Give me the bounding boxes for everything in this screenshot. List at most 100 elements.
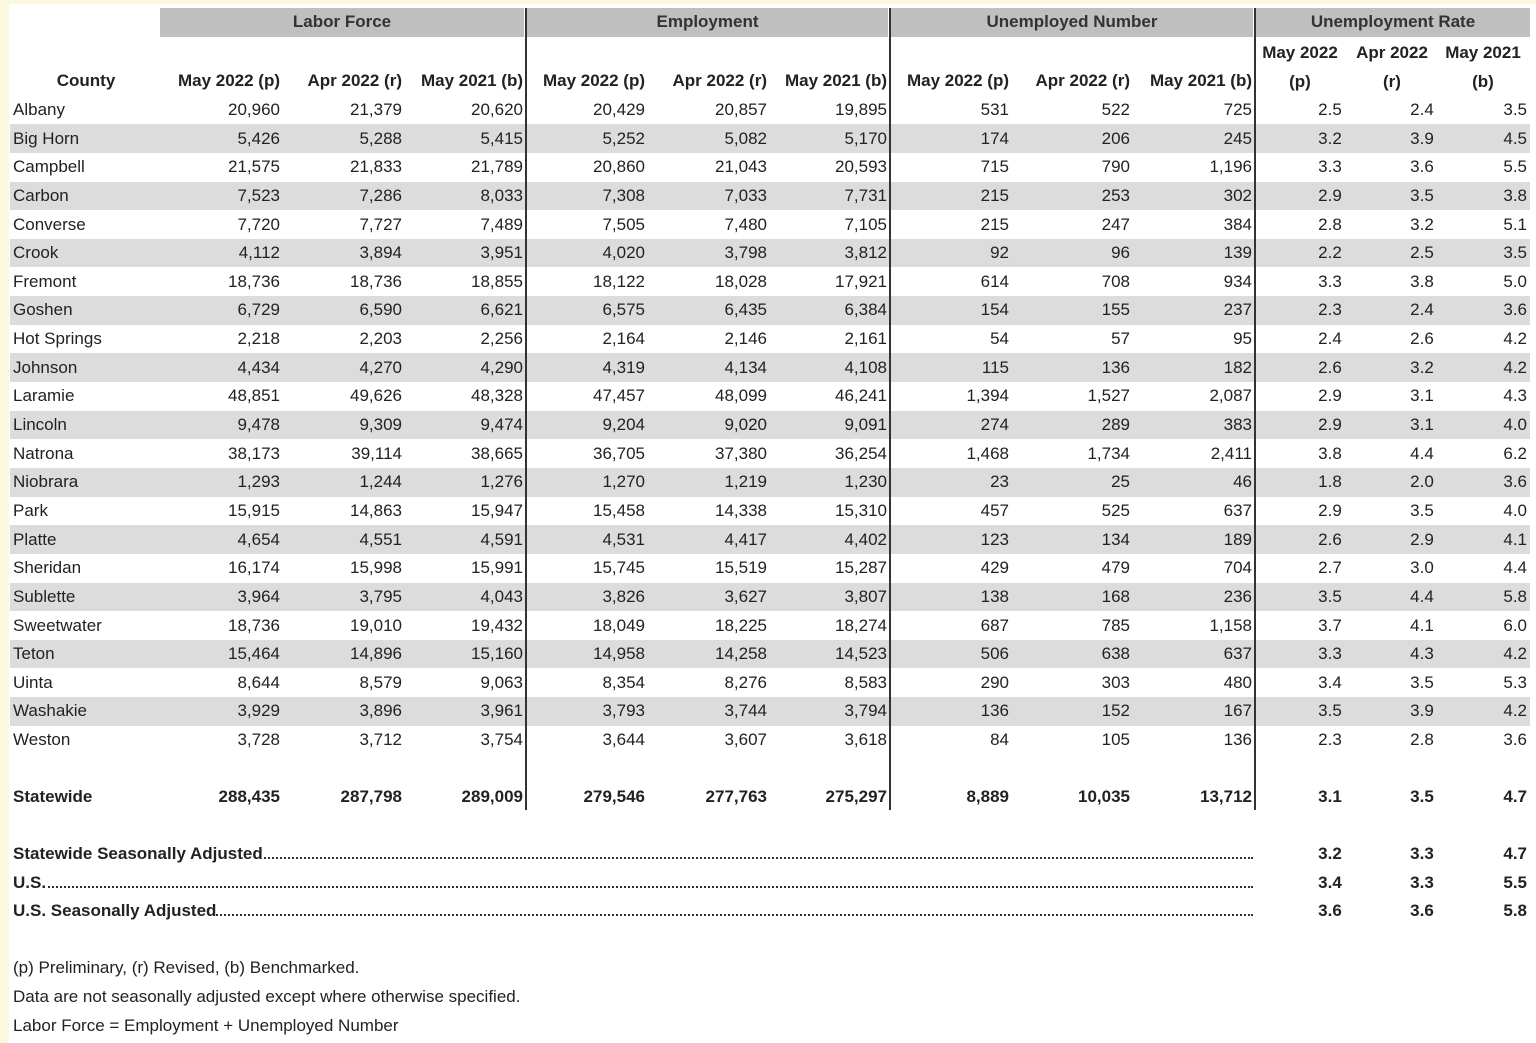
cell: 7,308 xyxy=(602,185,645,205)
cell: 2.2 xyxy=(1318,243,1342,263)
cell: 21,043 xyxy=(715,157,767,177)
column-separator xyxy=(1254,8,1256,810)
cell: 4,108 xyxy=(844,357,887,377)
cell: 39,114 xyxy=(351,443,402,463)
cell: 3,951 xyxy=(480,243,523,263)
cell: 48,851 xyxy=(228,386,280,406)
cell: 152 xyxy=(1101,701,1130,721)
cell: 2.4 xyxy=(1410,100,1434,119)
cell: 4,290 xyxy=(480,357,523,377)
cell: 687 xyxy=(980,615,1009,635)
cell: 2,256 xyxy=(480,329,523,349)
cell: 3,607 xyxy=(724,730,767,750)
cell: 2.7 xyxy=(1318,558,1342,578)
cell: 20,593 xyxy=(835,157,887,177)
cell: 3.6 xyxy=(1503,730,1527,750)
cell: 2.0 xyxy=(1410,472,1434,492)
cell: 3.6 xyxy=(1503,300,1527,320)
county-name: Hot Springs xyxy=(13,329,102,349)
cell: 479 xyxy=(1101,558,1130,578)
cell: 2,411 xyxy=(1210,443,1252,463)
cell: 2,203 xyxy=(359,329,402,349)
cell: 15,464 xyxy=(228,644,280,664)
cell: 15,915 xyxy=(228,500,280,520)
cell: 48,099 xyxy=(715,386,767,406)
cell: 8,354 xyxy=(602,672,645,692)
cell: 785 xyxy=(1101,615,1130,635)
row-stripe xyxy=(10,697,1530,726)
cell: 525 xyxy=(1101,500,1130,520)
cell: 3.3 xyxy=(1318,644,1342,664)
cell: 4,270 xyxy=(359,357,402,377)
cell: 247 xyxy=(1101,214,1130,234)
cell: 138 xyxy=(980,586,1009,606)
cell: 1,270 xyxy=(602,472,645,492)
row-stripe xyxy=(10,468,1530,497)
cell: 2.3 xyxy=(1318,300,1342,320)
statewide-cell: 10,035 xyxy=(1078,787,1130,806)
cell: 3,793 xyxy=(602,701,645,721)
cell: 2.3 xyxy=(1318,730,1342,750)
cell: 4.4 xyxy=(1503,558,1527,578)
cell: 1,276 xyxy=(480,472,523,492)
cell: 168 xyxy=(1101,586,1130,606)
cell: 2.6 xyxy=(1318,357,1342,377)
cell: 3.5 xyxy=(1318,701,1342,721)
cell: 4.2 xyxy=(1503,357,1527,377)
group-header: Labor Force xyxy=(292,12,392,31)
cell: 48,328 xyxy=(471,386,523,406)
statewide-label: Statewide xyxy=(13,787,93,806)
cell: 3.2 xyxy=(1318,128,1342,148)
group-header: Employment xyxy=(656,12,759,31)
column-separator xyxy=(889,8,891,810)
footnote: Labor Force = Employment + Unemployed Nu… xyxy=(13,1016,399,1035)
adjusted-cell: 3.3 xyxy=(1410,872,1434,892)
cell: 3.5 xyxy=(1410,672,1434,692)
column-header: Apr 2022 (r) xyxy=(1356,43,1428,91)
cell: 9,309 xyxy=(359,415,402,435)
row-stripe xyxy=(10,238,1530,268)
cell: 3,812 xyxy=(844,243,887,263)
cell: 725 xyxy=(1223,100,1252,119)
cell: 21,575 xyxy=(228,157,280,177)
cell: 4.4 xyxy=(1410,443,1434,463)
county-name: Platte xyxy=(13,529,57,549)
cell: 1.8 xyxy=(1318,472,1342,492)
county-name: Sheridan xyxy=(13,558,82,578)
cell: 6,621 xyxy=(480,300,523,320)
cell: 790 xyxy=(1101,157,1130,177)
cell: 2.4 xyxy=(1318,329,1342,349)
cell: 5.0 xyxy=(1503,271,1527,291)
county-header: County xyxy=(56,71,116,90)
cell: 155 xyxy=(1101,300,1130,320)
cell: 3.7 xyxy=(1318,615,1342,635)
cell: 15,745 xyxy=(593,558,645,578)
cell: 2.8 xyxy=(1410,730,1434,750)
cell: 3.6 xyxy=(1503,472,1527,492)
county-name: Big Horn xyxy=(13,128,80,148)
cell: 9,020 xyxy=(724,415,767,435)
cell: 14,523 xyxy=(835,644,887,664)
cell: 3.4 xyxy=(1318,672,1342,692)
statewide-cell: 3.5 xyxy=(1410,787,1434,806)
cell: 46 xyxy=(1233,472,1252,492)
cell: 3.3 xyxy=(1318,271,1342,291)
column-header: Apr 2022 (r) xyxy=(1035,71,1130,90)
adjusted-cell: 3.6 xyxy=(1410,901,1434,921)
group-header-bar xyxy=(160,8,524,37)
cell: 480 xyxy=(1223,672,1252,692)
cell: 1,219 xyxy=(724,472,767,492)
county-name: Washakie xyxy=(13,701,88,721)
cell: 2.5 xyxy=(1410,243,1434,263)
cell: 3.1 xyxy=(1410,415,1434,435)
cell: 3,961 xyxy=(480,701,523,721)
cell: 236 xyxy=(1223,586,1252,606)
cell: 115 xyxy=(981,357,1009,377)
cell: 1,196 xyxy=(1209,157,1252,177)
cell: 9,091 xyxy=(844,415,887,435)
cell: 5,170 xyxy=(844,128,887,148)
cell: 189 xyxy=(1223,529,1252,549)
cell: 4.2 xyxy=(1503,644,1527,664)
cell: 6,729 xyxy=(237,300,280,320)
